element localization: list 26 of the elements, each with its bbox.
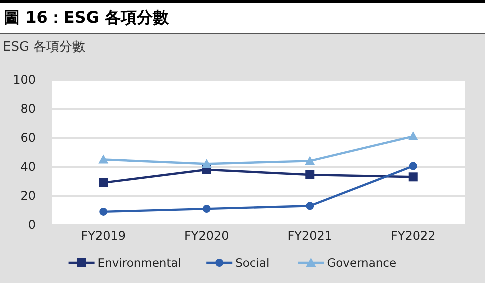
legend-label: Social [236,256,270,270]
y-tick-label: 60 [20,131,36,146]
point [202,159,212,168]
y-tick-label: 100 [13,73,36,88]
chart-title: 圖 16：ESG 各項分數 [4,8,170,27]
y-tick-label: 0 [28,218,36,232]
y-tick-label: 80 [20,102,36,116]
point [408,172,418,182]
point [202,205,211,214]
point [99,178,108,188]
x-tick-label: FY2022 [390,229,436,243]
point [305,156,316,166]
legend-label: Environmental [98,256,182,270]
y-tick-label: 20 [20,189,36,204]
legend-label: Governance [327,256,397,270]
point [409,162,418,170]
y-tick-label: 40 [20,160,36,174]
chart-subtitle: ESG 各項分數 [3,40,86,55]
point [100,208,108,216]
point [306,170,315,180]
x-tick-label: FY2021 [288,229,333,243]
point [98,154,109,164]
x-tick-label: FY2020 [184,229,230,243]
point [408,132,418,141]
x-tick-label: FY2019 [81,229,126,243]
point [306,202,314,210]
